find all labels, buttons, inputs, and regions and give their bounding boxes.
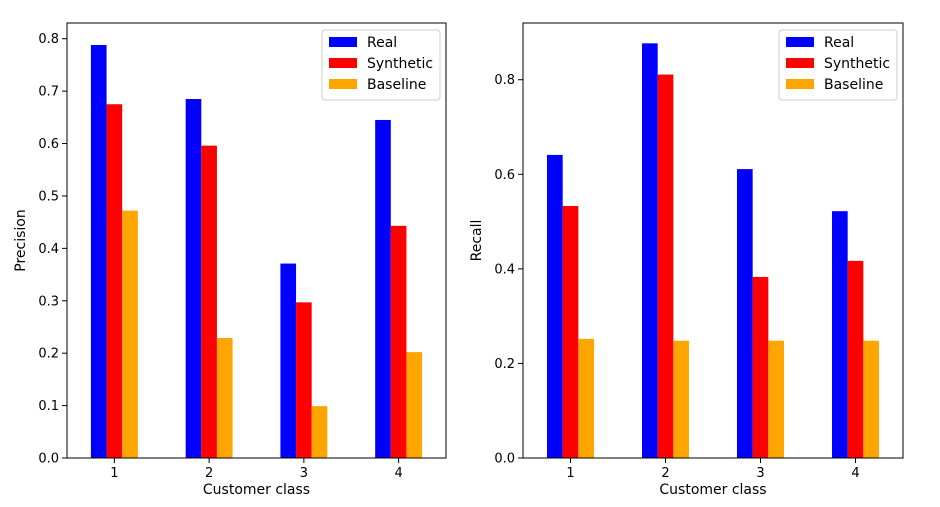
- legend-label-baseline: Baseline: [367, 77, 426, 93]
- bar-baseline-class-2: [673, 340, 690, 458]
- bar-real-class-4: [375, 119, 391, 459]
- x-tick-label: 4: [851, 466, 859, 481]
- legend-label-real: Real: [824, 35, 854, 51]
- bar-baseline-class-1: [122, 210, 138, 458]
- bar-real-class-1: [546, 154, 563, 459]
- y-tick-label: 0.7: [38, 85, 59, 100]
- x-tick-label: 2: [205, 466, 213, 481]
- bar-synthetic-class-4: [847, 260, 864, 458]
- x-tick-label: 1: [566, 466, 574, 481]
- x-axis-label: Customer class: [659, 482, 766, 498]
- bar-baseline-class-3: [311, 406, 328, 458]
- legend-label-baseline: Baseline: [824, 77, 883, 93]
- bar-baseline-class-3: [768, 340, 785, 458]
- legend-swatch-real: [786, 37, 814, 47]
- y-tick-label: 0.2: [494, 357, 515, 372]
- bar-baseline-class-4: [406, 352, 423, 458]
- bar-real-class-3: [280, 263, 297, 458]
- x-tick-label: 4: [394, 466, 402, 481]
- legend: Real Synthetic Baseline: [321, 29, 441, 101]
- bar-synthetic-class-2: [657, 74, 674, 458]
- y-tick-label: 0.0: [38, 452, 59, 467]
- bar-real-class-3: [736, 169, 753, 458]
- x-axis-label: Customer class: [203, 482, 310, 498]
- bar-real-class-1: [90, 45, 107, 458]
- legend-swatch-synthetic: [786, 58, 814, 68]
- legend-label-synthetic: Synthetic: [824, 56, 890, 72]
- legend-label-synthetic: Synthetic: [367, 56, 433, 72]
- bar-synthetic-class-3: [296, 302, 312, 458]
- bar-baseline-class-2: [216, 337, 233, 458]
- bar-baseline-class-4: [863, 340, 880, 458]
- bar-real-class-2: [185, 98, 202, 459]
- legend-swatch-synthetic: [329, 58, 357, 68]
- bar-baseline-class-1: [578, 338, 595, 458]
- legend-swatch-baseline: [329, 79, 357, 89]
- y-tick-label: 0.6: [494, 168, 515, 183]
- x-tick-label: 3: [756, 466, 764, 481]
- y-tick-label: 0.8: [494, 73, 515, 88]
- x-tick-label: 2: [661, 466, 669, 481]
- plot-frame: [522, 22, 904, 459]
- y-tick-label: 0.1: [38, 399, 59, 414]
- legend: Real Synthetic Baseline: [778, 29, 898, 101]
- y-tick-label: 0.6: [38, 137, 59, 152]
- x-tick-label: 1: [110, 466, 118, 481]
- y-axis-label: Precision: [13, 209, 29, 271]
- recall-chart: 0.0 0.2 0.4 0.6 0.8 1 2 3 4 Customer class Recall R…: [469, 22, 904, 498]
- bar-synthetic-class-2: [201, 145, 217, 458]
- legend-swatch-baseline: [786, 79, 814, 89]
- bar-real-class-2: [641, 43, 658, 458]
- y-tick-label: 0.0: [494, 452, 515, 467]
- bar-synthetic-class-1: [106, 104, 123, 458]
- y-tick-label: 0.4: [494, 262, 515, 277]
- precision-chart: 0.0 0.1 0.2 0.3 0.4 0.5 0.6 0.7 0.8 1 2 3 4 Customer …: [13, 22, 447, 498]
- bar-synthetic-class-1: [562, 205, 579, 458]
- y-tick-label: 0.3: [38, 294, 59, 309]
- y-tick-label: 0.4: [38, 242, 59, 257]
- y-axis-label: Recall: [469, 220, 485, 262]
- x-tick-label: 3: [300, 466, 308, 481]
- legend-label-real: Real: [367, 35, 397, 51]
- legend-swatch-real: [329, 37, 357, 47]
- y-tick-label: 0.2: [38, 347, 59, 362]
- bar-synthetic-class-3: [752, 276, 769, 458]
- bar-real-class-4: [831, 211, 848, 458]
- plot-frame: [66, 22, 447, 459]
- bar-synthetic-class-4: [390, 225, 407, 458]
- y-tick-label: 0.8: [38, 32, 59, 47]
- y-tick-label: 0.5: [38, 189, 59, 204]
